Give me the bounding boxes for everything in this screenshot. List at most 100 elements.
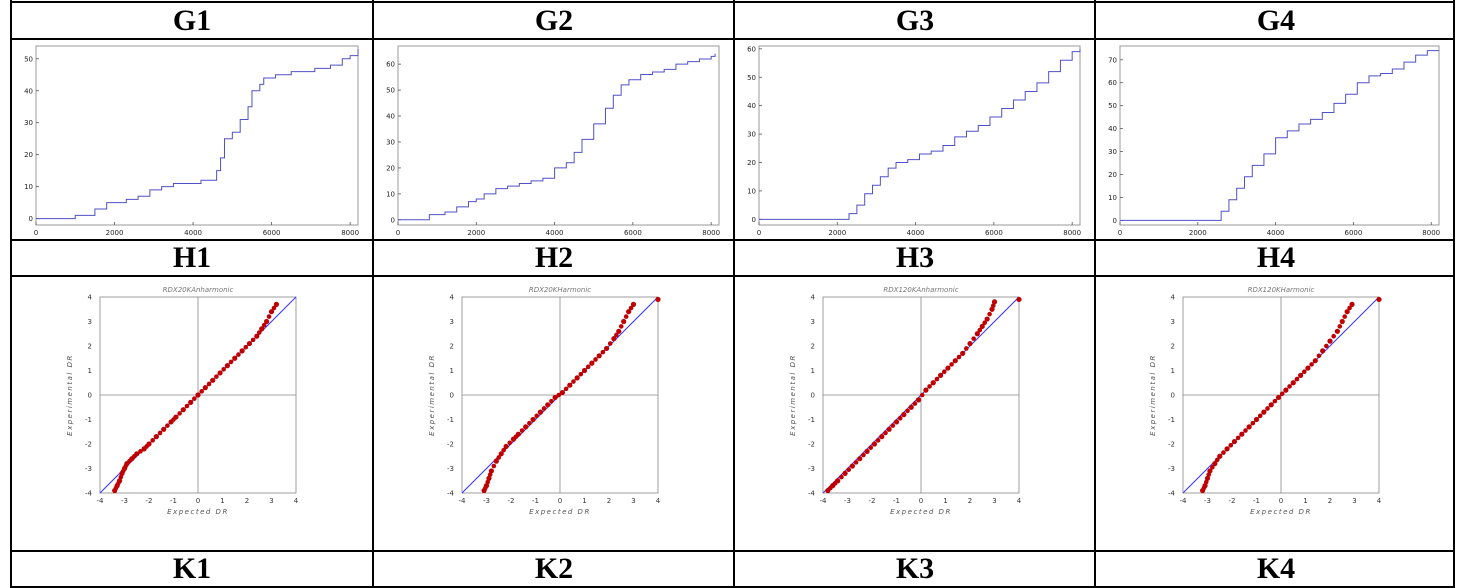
data-point [199,389,204,394]
data-point [974,331,980,337]
data-point [915,397,922,403]
series-line [36,49,359,220]
header-k1: K1 [172,552,212,585]
data-point [901,412,907,418]
data-point [941,369,947,375]
data-point [593,357,598,362]
x-tick-label: 4 [1377,497,1382,505]
x-tick-label: 2 [245,497,249,505]
data-point [523,424,529,430]
chart-g2: 0 2000 4000 6000 8000 0 10 20 30 40 50 60 [386,45,720,237]
data-point [1305,365,1311,371]
data-point [261,322,267,328]
data-point [1279,391,1285,397]
x-axis-label: Expected DR [890,508,952,516]
data-point [1334,328,1340,334]
data-point [1331,333,1336,339]
data-point [1235,435,1241,441]
data-point [1327,338,1333,344]
y-tick-label: 10 [747,187,756,195]
data-point [228,359,234,365]
chart-title: RDX20KAnharmonic [163,286,234,294]
data-point [173,414,179,420]
y-tick-label: 0 [811,392,815,400]
data-point [563,386,569,392]
data-point [630,301,637,307]
data-point [239,348,245,354]
plot-frame [1119,45,1440,226]
data-point [232,355,238,361]
data-point [153,434,159,440]
x-tick-label: 0 [919,497,923,505]
header-g2: G2 [534,4,574,37]
x-tick-label: -3 [483,497,490,505]
y-tick-label: 20 [747,159,756,167]
data-point [206,381,212,387]
series-line [1120,50,1439,221]
data-point [1239,431,1245,437]
x-axis-label: Expected DR [167,508,229,516]
data-point [1275,394,1282,401]
y-tick-label: 10 [24,183,33,191]
x-tick-label: 1 [943,497,947,505]
x-tick-label: 6000 [263,229,281,237]
data-point [483,483,490,489]
data-point [1217,453,1223,459]
data-point [246,340,253,347]
data-point [585,364,591,370]
data-point [537,409,543,415]
data-point [1250,420,1256,426]
table-border [1094,0,1096,588]
data-point [897,415,903,421]
y-tick-label: -2 [85,441,92,449]
chart-g4: 0 2000 4000 6000 8000 0 10 20 30 40 50 60 70 [1108,45,1440,237]
y-tick-label: 0 [752,216,756,224]
data-point [979,323,985,329]
data-point [1016,296,1022,303]
data-point [1210,464,1215,470]
y-tick-label: 50 [1108,102,1117,110]
x-tick-label: 1 [1303,497,1307,505]
data-point [626,309,632,315]
table-border [10,1,1455,3]
data-point [1294,376,1300,382]
data-point [556,392,562,398]
data-point [623,314,629,319]
data-point [192,396,197,401]
data-point [1344,309,1350,315]
y-tick-label: 30 [386,138,395,146]
y-tick-label: -4 [1168,490,1176,498]
plot-frame [758,45,1081,226]
x-axis-label: Expected DR [1250,508,1312,516]
data-point [188,399,194,405]
y-axis-label: Experimental DR [66,354,74,436]
header-h4: H4 [1256,241,1296,274]
data-point [949,362,954,367]
x-tick-label: 4 [294,497,299,505]
data-point [871,441,878,447]
data-point [486,475,492,481]
y-tick-label: 10 [1108,194,1117,202]
x-tick-label: -3 [1204,497,1211,505]
data-point [607,341,613,346]
data-point [1272,398,1278,404]
data-point [893,419,900,425]
x-tick-label: -1 [532,497,539,505]
x-tick-label: 0 [558,497,562,505]
y-tick-label: -1 [447,416,454,424]
x-tick-label: -4 [459,497,467,505]
y-tick-label: 1 [1171,367,1175,375]
x-tick-label: 2000 [106,229,124,237]
data-point [214,374,219,379]
y-tick-label: -1 [808,416,815,424]
y-tick-label: 20 [24,151,33,159]
data-point [614,332,619,338]
data-point [1224,446,1230,452]
table-border [10,586,1455,588]
x-tick-label: 0 [757,229,761,237]
table-border [1453,0,1455,588]
data-point [1207,468,1213,474]
data-point [507,440,513,446]
y-tick-label: 0 [450,392,454,400]
chart-title: RDX20KHarmonic [529,286,591,294]
